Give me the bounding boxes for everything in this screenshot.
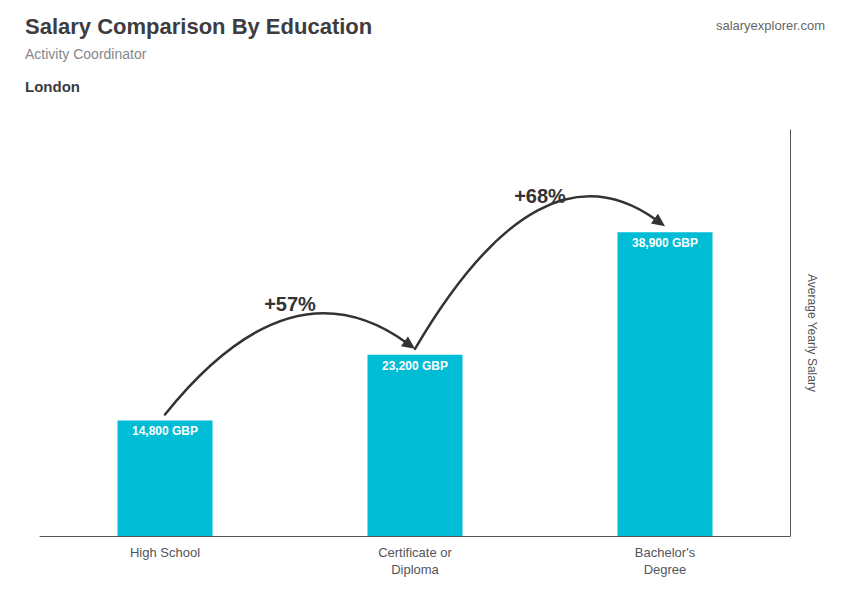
- svg-text:Certificate or: Certificate or: [378, 545, 452, 560]
- svg-text:Salary Comparison By Education: Salary Comparison By Education: [25, 14, 372, 39]
- svg-text:High School: High School: [130, 545, 200, 560]
- svg-text:salaryexplorer.com: salaryexplorer.com: [716, 18, 825, 33]
- svg-text:38,900 GBP: 38,900 GBP: [632, 236, 698, 250]
- svg-text:+68%: +68%: [514, 185, 566, 207]
- svg-text:14,800 GBP: 14,800 GBP: [132, 424, 198, 438]
- svg-text:Diploma: Diploma: [391, 562, 439, 577]
- svg-text:London: London: [25, 78, 80, 95]
- svg-text:Average Yearly Salary: Average Yearly Salary: [805, 274, 819, 392]
- svg-text:23,200 GBP: 23,200 GBP: [382, 359, 448, 373]
- svg-text:Bachelor's: Bachelor's: [635, 545, 696, 560]
- svg-text:Activity Coordinator: Activity Coordinator: [25, 46, 147, 62]
- svg-text:Degree: Degree: [644, 562, 687, 577]
- svg-text:+57%: +57%: [264, 293, 316, 315]
